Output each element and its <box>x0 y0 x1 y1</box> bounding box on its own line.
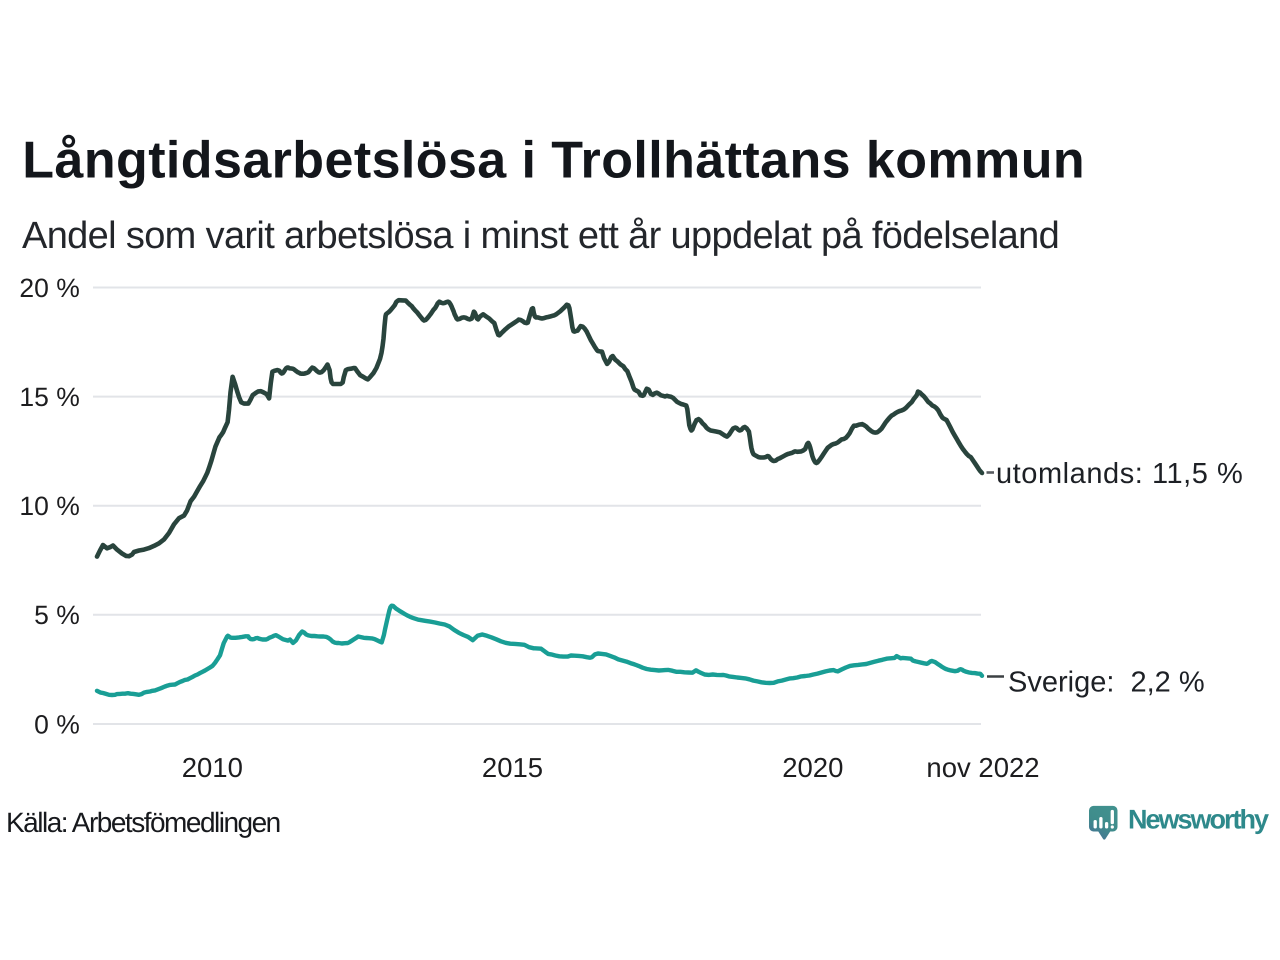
svg-text:Källa: Arbetsfömedlingen: Källa: Arbetsfömedlingen <box>6 807 280 838</box>
svg-text:utomlands: 11,5 %: utomlands: 11,5 % <box>996 458 1243 490</box>
svg-text:2015: 2015 <box>482 752 543 783</box>
svg-text:2020: 2020 <box>782 752 843 783</box>
svg-text:Sverige: 2,2 %: Sverige: 2,2 % <box>1008 667 1205 699</box>
svg-text:5 %: 5 % <box>34 600 80 630</box>
svg-text:0 %: 0 % <box>34 709 80 739</box>
svg-text:nov 2022: nov 2022 <box>926 752 1039 783</box>
svg-text:10 %: 10 % <box>19 491 79 521</box>
svg-text:15 %: 15 % <box>19 382 79 412</box>
svg-text:Långtidsarbetslösa i Trollhätt: Långtidsarbetslösa i Trollhättans kommun <box>22 132 1085 190</box>
svg-text:Newsworthy: Newsworthy <box>1128 805 1269 835</box>
svg-text:2010: 2010 <box>182 752 243 783</box>
svg-text:20 %: 20 % <box>19 273 79 303</box>
svg-text:Andel som varit arbetslösa i m: Andel som varit arbetslösa i minst ett å… <box>22 215 1059 257</box>
